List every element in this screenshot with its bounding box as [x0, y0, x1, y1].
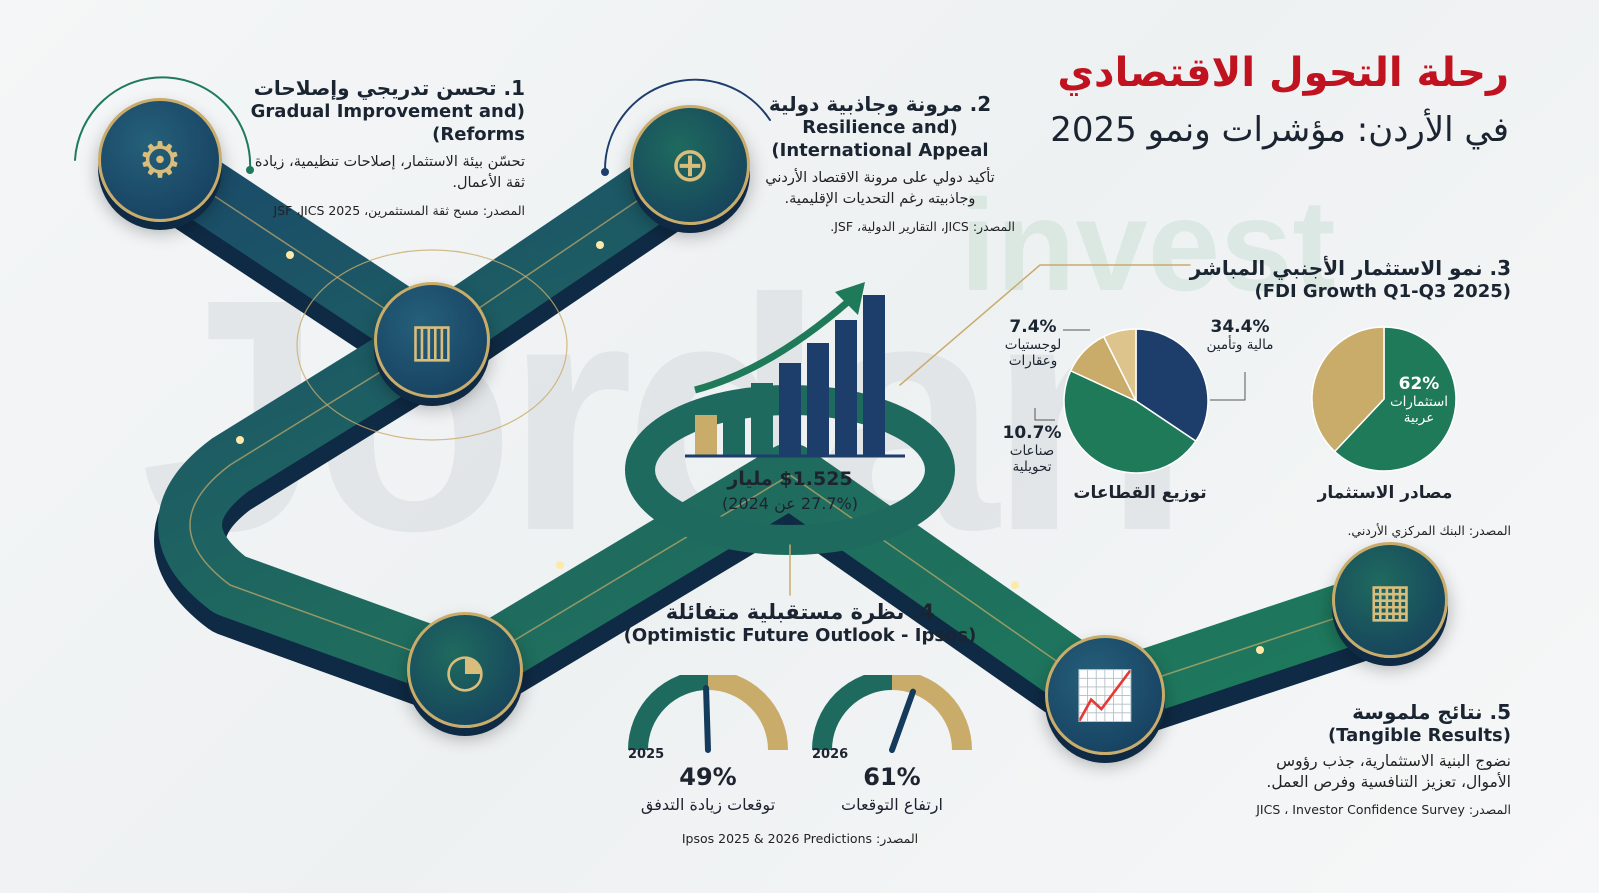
gauge-dial: [628, 670, 788, 753]
pie1-arab-name: استثمارات عربية: [1389, 394, 1449, 426]
gauge-year: 2025: [628, 747, 665, 762]
gauge-arc-low: [812, 670, 893, 751]
pie0-label-finance: 34.4% مالية وتأمين: [1205, 317, 1275, 354]
section-3-connector: [899, 264, 1191, 386]
gauge-value: 61%: [863, 763, 921, 791]
section-4-title: 4. نظرة مستقبلية متفائلة: [665, 600, 935, 624]
gauge-dial: [812, 670, 972, 753]
section-5-source: المصدر: JICS ، Investor Confidence Surve…: [1256, 802, 1511, 817]
speedometer-node: ◔: [407, 612, 523, 728]
speedometer-icon: ◔: [444, 643, 486, 697]
pie0-logistics-value: 7.4%: [1009, 317, 1057, 337]
page-subtitle: في الأردن: مؤشرات ونمو 2025: [1050, 110, 1509, 150]
pie1-label-arab: 62% استثمارات عربية: [1385, 374, 1453, 427]
section-1-title-en: (Gradual Improvement and Reforms): [250, 101, 525, 145]
pie0-manufacturing-value: 10.7%: [1002, 423, 1062, 443]
growth-bar: [751, 383, 773, 455]
gauge-needle: [703, 685, 711, 753]
section-2-body: تأكيد دولي على مرونة الاقتصاد الأردني وج…: [765, 170, 995, 207]
section-2-title: 2. مرونة وجاذبية دولية: [768, 92, 992, 116]
gauge-arc-high: [707, 670, 788, 751]
growth-chart-icon: ▥: [410, 313, 454, 367]
pie0-logistics-name: لوجستيات وعقارات: [1004, 337, 1062, 369]
node-1-arc: [74, 76, 252, 171]
sector-pie-title: توزيع القطاعات: [1073, 483, 1207, 503]
growth-bar: [835, 320, 857, 455]
section-3-title-en: (FDI Growth Q1-Q3 2025): [1254, 281, 1512, 302]
pie-slice: [1311, 326, 1385, 453]
growth-chart-node: ▥: [374, 282, 490, 398]
building-chart-node: ▦: [1332, 542, 1448, 658]
section-4-source: المصدر: Ipsos 2025 & 2026 Predictions: [681, 831, 919, 846]
growth-bar: [807, 343, 829, 455]
line-chart-icon: 📈: [1075, 667, 1135, 724]
pie1-arab-value: 62%: [1398, 374, 1440, 394]
gauge-2025: 2025 49% توقعات زيادة التدفق: [628, 670, 788, 825]
gauge-needle: [889, 688, 917, 753]
road-lights: [236, 166, 1264, 654]
gauge-year: 2026: [812, 747, 849, 762]
growth-arrow-head: [835, 282, 865, 315]
fdi-change: (27.7% عن 2024): [722, 494, 858, 513]
fdi-value: $1.525 مليار: [727, 468, 853, 490]
pie0-label-logistics: 7.4% لوجستيات وعقارات: [998, 317, 1068, 370]
section-5-title: 5. نتائج ملموسة: [1352, 700, 1511, 724]
section-4: 4. نظرة مستقبلية متفائلة (Optimistic Fut…: [620, 600, 980, 647]
sector-pie: [1063, 328, 1209, 474]
growth-bar: [695, 415, 717, 455]
pie0-manufacturing-name: صناعات تحويلية: [1009, 443, 1055, 475]
shield-globe-icon: ⊕: [669, 137, 711, 193]
page-title: رحلة التحول الاقتصادي: [1057, 50, 1509, 96]
gauge-label: توقعات زيادة التدفق: [640, 795, 776, 814]
building-chart-icon: ▦: [1368, 573, 1412, 627]
growth-bar: [779, 363, 801, 455]
section-5-title-en: (Tangible Results): [1327, 725, 1511, 746]
section-5: 5. نتائج ملموسة (Tangible Results) نضوج …: [1231, 700, 1511, 819]
section-5-body: نضوج البنية الاستثمارية، جذب رؤوس الأموا…: [1266, 752, 1511, 791]
pie-slice: [1333, 326, 1457, 472]
gauge-arc-low: [628, 670, 709, 751]
node-2-arc: [603, 78, 771, 171]
section-1-title: 1. تحسن تدريجي وإصلاحات: [253, 76, 525, 100]
growth-bar: [723, 397, 745, 455]
gears-arrow-node: ⚙: [98, 98, 222, 222]
shield-globe-node: ⊕: [630, 105, 750, 225]
pie0-finance-value: 34.4%: [1210, 317, 1270, 337]
watermark-sub: invest: [960, 172, 1336, 318]
gauge-arc-high: [891, 670, 972, 751]
growth-bar-chart: [685, 282, 905, 458]
node-orbit-ring: [296, 249, 568, 441]
section-1-body: تحسّن بيئة الاستثمار، إصلاحات تنظيمية، ز…: [254, 154, 525, 191]
section-2-source: المصدر: JICS، التقارير الدولية، JSF.: [830, 219, 1015, 234]
section-3: 3. نمو الاستثمار الأجنبي المباشر (FDI Gr…: [1151, 256, 1511, 303]
pie0-label-manufacturing: 10.7% صناعات تحويلية: [1000, 423, 1064, 476]
section-3-source: المصدر: البنك المركزي الأردني.: [1347, 523, 1511, 538]
gauge-label: ارتفاع التوقعات: [841, 795, 943, 814]
gauge-value: 49%: [679, 763, 737, 791]
line-chart-node: 📈: [1045, 635, 1165, 755]
section-2-title-en: (Resilience and International Appeal): [771, 117, 989, 161]
section-1: 1. تحسن تدريجي وإصلاحات (Gradual Improve…: [245, 76, 525, 220]
section-3-title: 3. نمو الاستثمار الأجنبي المباشر: [1189, 256, 1511, 280]
growth-bar: [863, 295, 885, 455]
section-4-title-en: (Optimistic Future Outlook - Ipsos): [623, 625, 977, 646]
section-1-source: المصدر: مسح ثقة المستثمرين، JSF ،JICS 20…: [273, 203, 525, 218]
sources-pie: [1311, 326, 1457, 472]
section-2: 2. مرونة وجاذبية دولية (Resilience and I…: [745, 92, 1015, 236]
gauge-2026: 2026 61% ارتفاع التوقعات: [812, 670, 972, 825]
growth-arrow: [694, 297, 853, 394]
sources-pie-title: مصادر الاستثمار: [1317, 483, 1453, 503]
gears-arrow-icon: ⚙: [137, 131, 183, 189]
pie0-finance-name: مالية وتأمين: [1206, 337, 1274, 353]
